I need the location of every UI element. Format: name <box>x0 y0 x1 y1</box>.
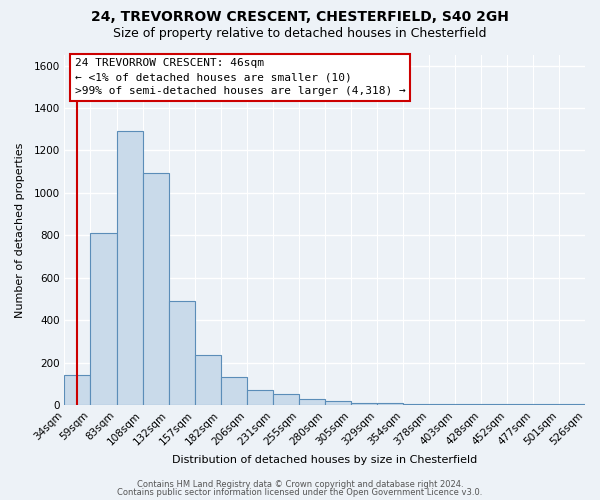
X-axis label: Distribution of detached houses by size in Chesterfield: Distribution of detached houses by size … <box>172 455 478 465</box>
Bar <box>403 404 429 405</box>
Bar <box>533 404 559 405</box>
Bar <box>481 404 507 405</box>
Bar <box>169 301 194 405</box>
Bar <box>194 355 221 405</box>
Bar <box>377 403 403 405</box>
Bar <box>325 400 351 405</box>
Bar <box>507 404 533 405</box>
Bar <box>91 233 116 405</box>
Bar <box>455 404 481 405</box>
Bar <box>299 398 325 405</box>
Bar <box>143 172 169 405</box>
Bar <box>272 394 299 405</box>
Bar <box>351 403 377 405</box>
Text: Size of property relative to detached houses in Chesterfield: Size of property relative to detached ho… <box>113 28 487 40</box>
Text: Contains public sector information licensed under the Open Government Licence v3: Contains public sector information licen… <box>118 488 482 497</box>
Bar <box>116 132 143 405</box>
Bar <box>559 404 585 405</box>
Text: 24, TREVORROW CRESCENT, CHESTERFIELD, S40 2GH: 24, TREVORROW CRESCENT, CHESTERFIELD, S4… <box>91 10 509 24</box>
Bar <box>221 378 247 405</box>
Text: Contains HM Land Registry data © Crown copyright and database right 2024.: Contains HM Land Registry data © Crown c… <box>137 480 463 489</box>
Bar <box>247 390 272 405</box>
Text: 24 TREVORROW CRESCENT: 46sqm
← <1% of detached houses are smaller (10)
>99% of s: 24 TREVORROW CRESCENT: 46sqm ← <1% of de… <box>75 58 406 96</box>
Y-axis label: Number of detached properties: Number of detached properties <box>15 142 25 318</box>
Bar <box>429 404 455 405</box>
Bar <box>64 376 91 405</box>
